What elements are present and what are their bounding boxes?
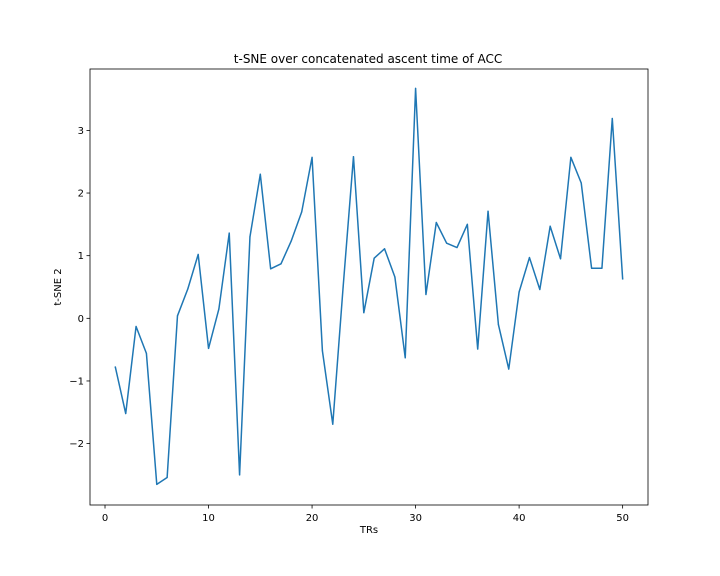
data-point: [539, 288, 541, 291]
y-tick-label: 1: [78, 251, 84, 262]
data-point: [528, 256, 531, 259]
x-tick-label: 10: [202, 513, 215, 524]
data-point: [187, 288, 189, 290]
x-tick-label: 0: [102, 513, 108, 524]
data-point: [601, 267, 603, 269]
data-point: [114, 366, 116, 368]
data-point: [497, 323, 500, 326]
data-point: [342, 286, 344, 288]
data-point: [238, 474, 241, 476]
chart-title: t-SNE over concatenated ascent time of A…: [234, 52, 502, 66]
axis-ticks: 0 10 20 30 40 50 −2 −1 0 1 2 3: [69, 126, 629, 524]
data-point: [549, 225, 551, 227]
y-tick-label: 0: [78, 314, 84, 325]
data-point: [414, 87, 417, 90]
data-point: [145, 352, 148, 354]
data-point: [166, 476, 168, 479]
series-line: [114, 87, 624, 486]
x-tick-label: 40: [513, 513, 526, 524]
data-point: [176, 315, 179, 317]
data-point: [259, 173, 261, 175]
data-point: [622, 278, 624, 280]
data-point: [559, 258, 562, 260]
data-point: [301, 211, 303, 213]
data-point: [156, 483, 158, 485]
data-point: [332, 423, 334, 425]
data-point: [311, 156, 313, 158]
data-point: [456, 246, 458, 249]
data-point: [570, 156, 572, 158]
data-point: [321, 350, 324, 352]
data-point: [280, 263, 282, 265]
data-point: [125, 412, 127, 415]
data-point: [352, 156, 355, 158]
data-point: [425, 293, 427, 296]
y-tick-label: −2: [69, 439, 84, 450]
data-point: [611, 117, 613, 120]
y-tick-label: 3: [78, 126, 84, 137]
data-point: [363, 312, 365, 314]
y-tick-label: −1: [69, 376, 84, 387]
data-point: [518, 291, 520, 293]
data-point: [466, 223, 468, 225]
data-point: [270, 268, 272, 270]
data-point: [207, 347, 210, 349]
data-point: [218, 308, 220, 310]
x-axis-label: TRs: [359, 525, 378, 536]
data-point: [290, 240, 292, 242]
data-point: [487, 210, 489, 212]
data-point: [446, 242, 448, 244]
y-tick-label: 2: [78, 189, 84, 200]
x-tick-label: 20: [306, 513, 319, 524]
data-point: [508, 368, 510, 370]
data-points: [114, 87, 624, 485]
data-point: [477, 348, 479, 350]
data-point: [383, 248, 386, 250]
data-point: [404, 357, 406, 359]
data-point: [394, 276, 396, 278]
y-axis-label: t-SNE 2: [53, 268, 64, 305]
x-tick-label: 30: [409, 513, 422, 524]
data-point: [135, 325, 137, 328]
data-point: [373, 257, 375, 259]
x-tick-label: 50: [616, 513, 629, 524]
data-point: [228, 232, 230, 234]
data-point: [435, 221, 437, 224]
data-point: [197, 253, 199, 256]
data-point: [580, 182, 582, 184]
data-point: [249, 236, 251, 238]
plot-frame: [89, 68, 649, 506]
data-point: [590, 267, 593, 269]
